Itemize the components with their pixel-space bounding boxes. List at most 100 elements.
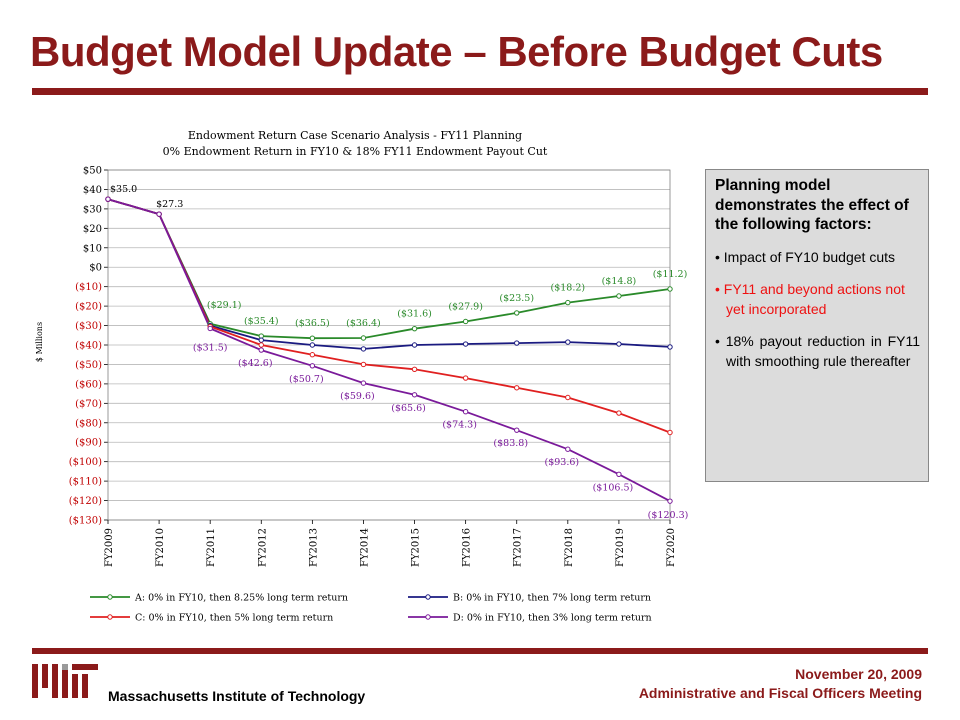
legend-label: D: 0% in FY10, then 3% long term return <box>453 613 652 624</box>
data-point <box>514 385 520 391</box>
data-point <box>258 337 264 343</box>
data-point <box>616 471 622 478</box>
legend-label: B: 0% in FY10, then 7% long term return <box>453 593 651 604</box>
footer-divider <box>32 648 928 654</box>
data-label: ($83.8) <box>493 438 528 449</box>
y-tick-label: ($80) <box>75 418 102 429</box>
callout-bullet-fy11-actions: • FY11 and beyond actions not yet incorp… <box>715 280 905 317</box>
data-point <box>258 347 264 353</box>
legend-marker <box>425 594 431 600</box>
y-tick-label: ($120) <box>69 496 102 507</box>
data-label: ($59.6) <box>340 391 375 402</box>
data-label: ($23.5) <box>499 293 534 304</box>
data-label: ($18.2) <box>551 283 586 294</box>
series-line-d <box>107 198 671 502</box>
x-tick-label: FY2017 <box>513 528 524 567</box>
organization-name: Massachusetts Institute of Technology <box>108 688 366 704</box>
chart-legend: A: 0% in FY10, then 8.25% long term retu… <box>90 593 652 624</box>
data-point <box>565 446 571 452</box>
data-label: ($35.4) <box>244 316 279 327</box>
gridlines <box>108 169 670 521</box>
data-label: ($31.5) <box>193 342 228 353</box>
y-axis-label: $ Millions <box>35 322 44 362</box>
data-label: ($31.6) <box>397 309 432 320</box>
data-point <box>616 293 622 299</box>
series-lines <box>105 196 673 504</box>
data-point <box>309 352 316 358</box>
callout-bullet-budget-cuts: • Impact of FY10 budget cuts <box>715 248 895 265</box>
data-point <box>207 325 213 332</box>
data-point <box>667 498 673 504</box>
data-labels: $35.0 $27.3 ($29.1)($35.4) ($36.5) ($36.4) ($… <box>110 184 688 521</box>
y-tick-label: $50 <box>83 166 102 177</box>
y-tick-label: ($100) <box>69 457 102 468</box>
data-point <box>360 380 367 386</box>
y-tick-label: ($90) <box>75 438 102 449</box>
data-point <box>667 429 673 436</box>
data-point <box>411 366 418 373</box>
y-tick-label: $30 <box>83 204 102 215</box>
data-point <box>360 346 367 352</box>
data-point <box>105 196 111 202</box>
data-point <box>462 318 469 325</box>
data-label: ($11.2) <box>653 269 688 280</box>
x-tick-labels: FY2009 FY2010 FY2011 FY2012 FY2013 FY2014 FY20… <box>104 528 677 567</box>
scenario-line-chart: Endowment Return Case Scenario Analysis … <box>35 129 688 624</box>
x-tick-label: FY2009 <box>104 528 115 567</box>
y-tick-label: ($70) <box>75 399 102 410</box>
data-label: ($65.6) <box>391 403 426 414</box>
y-tick-labels: $50 $40 $30 $20 $10 $0 ($10) ($20) ($30) ($40) ($5… <box>69 166 102 527</box>
x-tick-label: FY2018 <box>564 528 575 567</box>
y-tick-label: ($50) <box>75 360 102 371</box>
data-label: ($36.5) <box>295 318 330 329</box>
data-point <box>667 286 673 292</box>
data-label: $27.3 <box>156 199 183 210</box>
meeting-date: November 20, 2009 <box>795 666 922 682</box>
meeting-name: Administrative and Fiscal Officers Meeti… <box>638 685 922 701</box>
data-point <box>411 342 418 348</box>
footer-meta: November 20, 2009 Administrative and Fis… <box>639 665 922 703</box>
y-tick-label: ($110) <box>69 477 102 488</box>
x-tick-label: FY2019 <box>615 528 626 567</box>
legend-marker <box>107 614 113 620</box>
y-tick-label: $10 <box>83 243 102 254</box>
data-point <box>616 341 622 347</box>
callout-box: Planning model demonstrates the effect o… <box>705 169 929 482</box>
chart-title: Endowment Return Case Scenario Analysis … <box>188 129 522 142</box>
x-tick-label: FY2015 <box>411 528 422 567</box>
x-tick-label: FY2012 <box>257 528 268 567</box>
data-label: ($50.7) <box>289 374 324 385</box>
data-label: ($14.8) <box>602 276 637 287</box>
series-line-b <box>107 198 671 350</box>
mit-logo-icon <box>32 664 98 698</box>
data-point <box>462 408 469 415</box>
data-point <box>360 335 367 341</box>
data-point <box>156 211 162 217</box>
data-point <box>462 341 469 347</box>
data-point <box>309 335 316 341</box>
data-point <box>565 339 571 345</box>
data-label: ($93.6) <box>545 457 580 468</box>
data-label: $35.0 <box>110 184 137 195</box>
x-tick-label: FY2016 <box>462 528 473 567</box>
data-point <box>565 394 571 401</box>
y-tick-label: ($130) <box>69 516 102 527</box>
data-point <box>667 344 673 350</box>
y-tick-label: ($10) <box>75 282 102 293</box>
slide-title: Budget Model Update – Before Budget Cuts <box>30 28 883 75</box>
data-label: ($42.6) <box>238 358 273 369</box>
x-tick-label: FY2020 <box>666 528 677 567</box>
data-point <box>258 342 264 348</box>
legend-label: C: 0% in FY10, then 5% long term return <box>135 613 333 624</box>
x-tick-label: FY2013 <box>308 528 319 567</box>
data-point <box>462 375 469 381</box>
x-tick-label: FY2014 <box>359 528 370 567</box>
legend-label: A: 0% in FY10, then 8.25% long term retu… <box>134 593 348 604</box>
data-point <box>514 340 520 346</box>
data-point <box>514 310 520 316</box>
x-tick-label: FY2010 <box>155 528 166 567</box>
data-point <box>360 361 367 368</box>
data-label: ($36.4) <box>346 318 381 329</box>
chart-container: Endowment Return Case Scenario Analysis … <box>30 120 700 640</box>
chart-subtitle: 0% Endowment Return in FY10 & 18% FY11 E… <box>163 145 548 158</box>
